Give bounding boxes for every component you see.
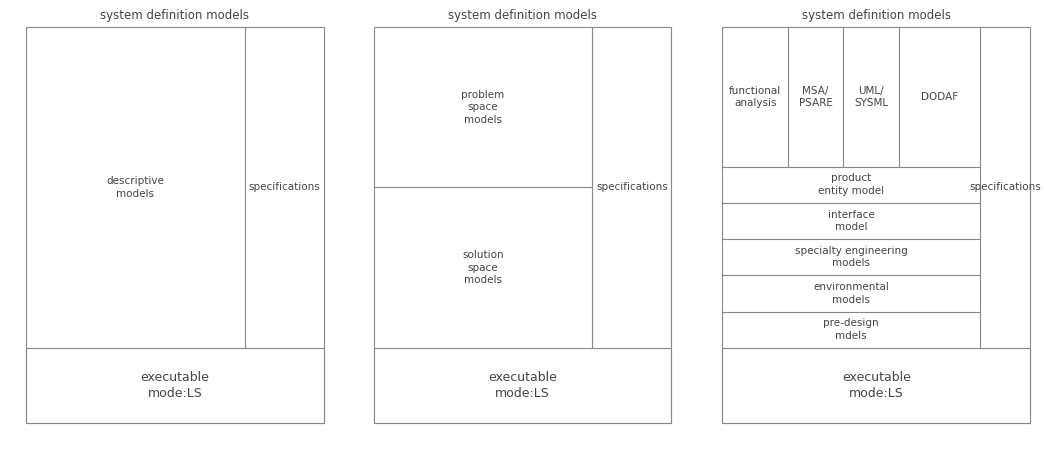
Bar (26, 348, 324, 423)
Text: UML/
SYSML: UML/ SYSML (854, 86, 888, 108)
Bar (374, 27, 671, 423)
Text: interface
model: interface model (828, 210, 875, 232)
Text: MSA/
PSARE: MSA/ PSARE (799, 86, 833, 108)
Text: system definition models: system definition models (448, 9, 597, 22)
Text: environmental
models: environmental models (813, 282, 889, 305)
Text: DODAF: DODAF (921, 92, 957, 102)
Text: system definition models: system definition models (100, 9, 250, 22)
Bar (374, 348, 671, 423)
Text: functional
analysis: functional analysis (729, 86, 781, 108)
Text: problem
space
models: problem space models (461, 90, 504, 125)
Text: pre-design
mdels: pre-design mdels (824, 319, 879, 341)
Text: executable
mode:LS: executable mode:LS (843, 371, 910, 400)
Text: specialty engineering
models: specialty engineering models (794, 246, 907, 268)
Text: specifications: specifications (248, 182, 321, 193)
Text: specifications: specifications (969, 182, 1041, 193)
Bar (722, 348, 1030, 423)
Bar (722, 27, 1030, 423)
Text: specifications: specifications (596, 182, 668, 193)
Text: descriptive
models: descriptive models (106, 176, 164, 198)
Text: executable
mode:LS: executable mode:LS (141, 371, 209, 400)
Text: product
entity model: product entity model (817, 173, 884, 196)
Bar (26, 27, 324, 423)
Text: solution
space
models: solution space models (462, 250, 504, 285)
Text: executable
mode:LS: executable mode:LS (489, 371, 556, 400)
Text: system definition models: system definition models (802, 9, 951, 22)
